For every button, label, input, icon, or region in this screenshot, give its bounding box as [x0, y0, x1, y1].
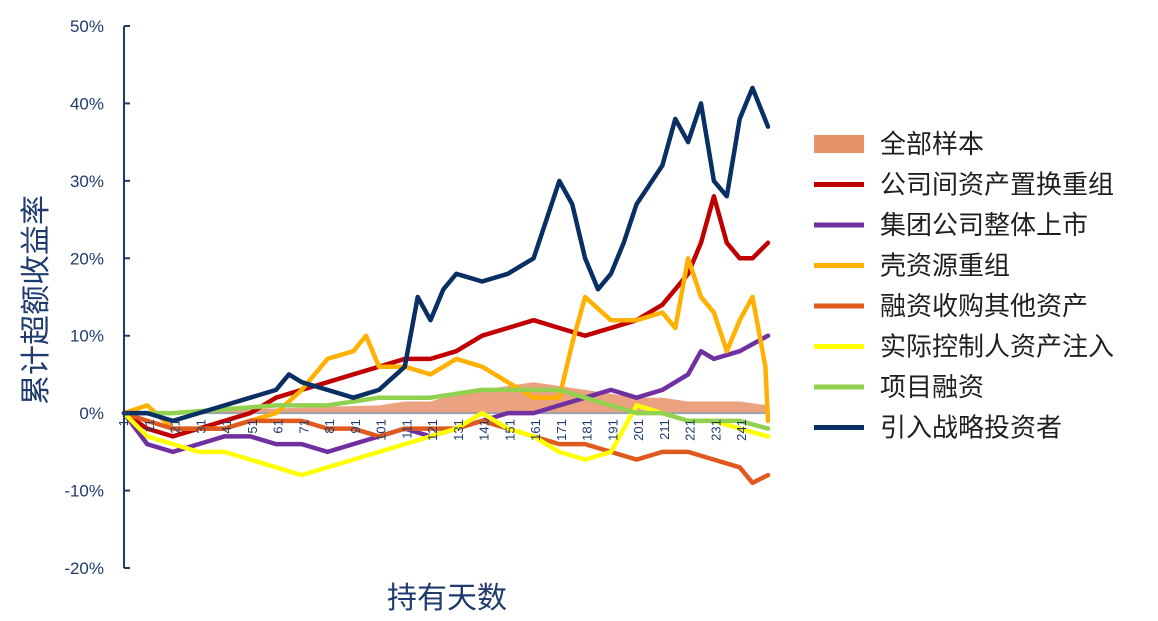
legend-item: 融资收购其他资产: [814, 292, 1088, 322]
x-tick-label: 161: [528, 419, 543, 441]
x-axis-title: 持有天数: [387, 581, 507, 616]
y-tick-label: 10%: [70, 327, 104, 346]
legend-label: 公司间资产置换重组: [880, 171, 1114, 201]
x-tick-label: 81: [322, 419, 337, 433]
legend-label: 实际控制人资产注入: [880, 333, 1114, 363]
x-tick-label: 141: [477, 419, 492, 441]
x-tick-label: 51: [245, 419, 260, 433]
x-tick-label: 151: [502, 419, 517, 441]
y-tick-label: 40%: [70, 94, 104, 113]
x-tick-label: 171: [554, 419, 569, 441]
x-tick-label: 61: [271, 419, 286, 433]
x-tick-label: 241: [734, 419, 749, 441]
x-tick-label: 131: [451, 419, 466, 441]
x-tick-label: 71: [296, 419, 311, 433]
series-line: [121, 387, 771, 431]
x-tick-label: 101: [374, 419, 389, 441]
legend-label: 壳资源重组: [880, 252, 1010, 282]
legend-label: 引入战略投资者: [880, 414, 1062, 444]
y-axis-title: 累计超额收益率: [19, 195, 54, 405]
x-tick-label: 11: [142, 419, 157, 433]
x-tick-label: 121: [425, 419, 440, 441]
x-axis-ticks: 1 11 21 31 41 51 61 71 81 91 101 111 121 131 141 151 161…: [116, 419, 749, 441]
legend-item: 引入战略投资者: [814, 414, 1062, 444]
y-tick-label: 30%: [70, 172, 104, 191]
x-tick-label: 191: [605, 419, 620, 441]
legend-item: 实际控制人资产注入: [814, 333, 1114, 363]
legend-item: 公司间资产置换重组: [814, 171, 1114, 201]
series-line: [121, 256, 771, 431]
y-tick-label: -10%: [64, 482, 104, 501]
legend-label: 全部样本: [880, 130, 984, 160]
legend-label: 融资收购其他资产: [880, 292, 1088, 322]
legend-item: 壳资源重组: [814, 252, 1010, 282]
legend-item: 项目融资: [814, 373, 984, 403]
x-tick-label: 91: [348, 419, 363, 433]
x-tick-label: 201: [631, 419, 646, 441]
y-axis: 50% 40% 30% 20% 10% 0% -10% -20%: [64, 17, 130, 578]
legend-label: 项目融资: [880, 373, 984, 403]
legend-item: 全部样本: [814, 130, 984, 160]
legend-item: 集团公司整体上市: [814, 211, 1088, 241]
y-tick-label: 20%: [70, 249, 104, 268]
x-tick-label: 31: [193, 419, 208, 433]
x-tick-label: 21: [168, 419, 183, 433]
y-tick-label: 0%: [79, 404, 104, 423]
series-layer: [121, 85, 771, 486]
x-tick-label: 111: [399, 419, 414, 439]
legend: 全部样本公司间资产置换重组集团公司整体上市壳资源重组融资收购其他资产实际控制人资…: [814, 130, 1114, 444]
x-tick-label: 231: [708, 419, 723, 441]
x-tick-label: 211: [657, 419, 672, 440]
series-line: [121, 194, 771, 439]
x-tick-label: 1: [116, 419, 131, 426]
y-tick-label: -20%: [64, 559, 104, 578]
legend-swatch: [814, 135, 864, 153]
x-tick-label: 41: [219, 419, 234, 433]
x-tick-label: 221: [683, 419, 698, 441]
x-tick-label: 181: [580, 419, 595, 441]
series-line: [121, 85, 771, 424]
y-tick-label: 50%: [70, 17, 104, 36]
legend-label: 集团公司整体上市: [880, 211, 1088, 241]
